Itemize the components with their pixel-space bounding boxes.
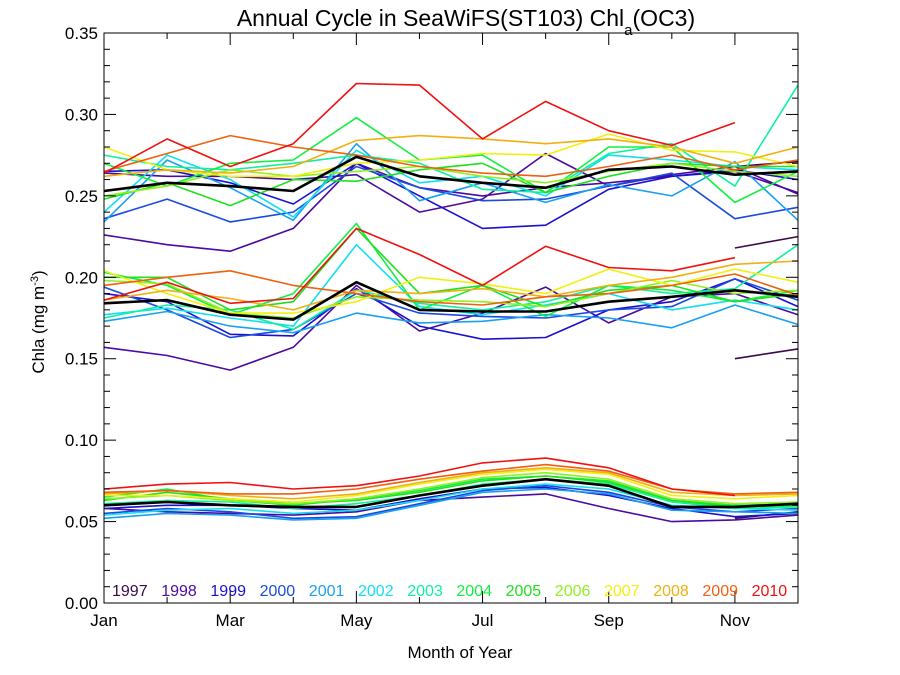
series-line-1997-2 — [734, 235, 799, 249]
legend-label-2002: 2002 — [358, 583, 394, 600]
legend-label-2005: 2005 — [506, 583, 542, 600]
series-line-2009-2 — [103, 269, 799, 306]
series-2007 — [103, 133, 799, 503]
series-line-2009-1 — [103, 134, 799, 178]
series-line-2000-1 — [103, 165, 799, 223]
series-line-1999-1 — [103, 162, 799, 230]
series-line-2008-2 — [103, 260, 799, 311]
series-2000 — [103, 165, 799, 520]
y-tick-label: 0.20 — [65, 268, 98, 287]
legend-label-2004: 2004 — [456, 583, 492, 600]
x-tick-label: Mar — [216, 611, 246, 630]
y-tick-label: 0.00 — [65, 594, 98, 613]
series-line-1999-2 — [103, 278, 799, 341]
series-1999 — [103, 162, 799, 518]
chart-title: Annual Cycle in SeaWiFS(ST103) Chla(OC3) — [237, 5, 695, 39]
series-line-mean-3 — [103, 477, 799, 509]
series-2008 — [103, 134, 799, 500]
legend: 1997 1998 1999 2000 2001 2002 2003 2004 2005 2006… — [112, 583, 787, 600]
y-axis-label: Chla (mg m-3) — [29, 270, 48, 373]
series-line-2000-2 — [103, 278, 799, 339]
plot-lines — [103, 82, 799, 523]
x-tick-label: May — [340, 611, 373, 630]
series-line-2001-3 — [103, 488, 799, 521]
x-tick-label: Nov — [720, 611, 751, 630]
y-tick-label: 0.05 — [65, 513, 98, 532]
series-line-2007-2 — [103, 268, 799, 314]
series-line-2007-1 — [103, 133, 799, 178]
series-line-2010-3 — [103, 457, 735, 497]
legend-label-1998: 1998 — [161, 583, 197, 600]
legend-label-1997: 1997 — [112, 583, 148, 600]
series-1997 — [734, 160, 799, 520]
series-line-2008-1 — [103, 134, 799, 178]
series-1998 — [103, 152, 799, 523]
legend-label-2006: 2006 — [555, 583, 591, 600]
series-2010 — [103, 82, 736, 497]
y-tick-label: 0.15 — [65, 350, 98, 369]
series-line-1997-3 — [734, 348, 799, 360]
y-tick-label: 0.30 — [65, 105, 98, 124]
legend-label-2009: 2009 — [702, 583, 738, 600]
legend-label-2003: 2003 — [407, 583, 443, 600]
series-line-2001-2 — [103, 304, 799, 334]
x-axis-label: Month of Year — [408, 643, 513, 662]
legend-label-1999: 1999 — [210, 583, 246, 600]
series-line-2005-1 — [103, 162, 798, 207]
y-tick-label: 0.35 — [65, 24, 98, 43]
series-line-mean-1 — [103, 155, 799, 193]
y-tick-label: 0.25 — [65, 187, 98, 206]
y-tick-label: 0.10 — [65, 431, 98, 450]
series-2005 — [103, 162, 799, 508]
x-tick-label: Jan — [90, 611, 117, 630]
legend-label-2007: 2007 — [604, 583, 640, 600]
axis-ticks: 0.00 0.05 0.10 0.15 0.20 0.25 0.30 0.35 Jan Mar Ma… — [65, 24, 798, 630]
series-mean — [103, 155, 799, 509]
legend-label-2008: 2008 — [653, 583, 689, 600]
legend-label-2000: 2000 — [260, 583, 296, 600]
series-line-mean-2 — [103, 280, 799, 321]
series-line-2010-2 — [103, 227, 736, 305]
series-line-2008-3 — [103, 466, 799, 500]
x-tick-label: Jul — [472, 611, 494, 630]
series-line-2006-3 — [103, 471, 799, 505]
legend-label-2010: 2010 — [752, 583, 788, 600]
x-tick-label: Sep — [594, 611, 624, 630]
plot-frame — [103, 32, 799, 604]
series-line-2005-2 — [104, 227, 799, 311]
series-line-2007-3 — [104, 468, 799, 503]
series-2001 — [103, 142, 799, 521]
series-line-2003-2 — [103, 244, 799, 331]
legend-label-2001: 2001 — [309, 583, 345, 600]
series-line-2001-1 — [103, 142, 799, 223]
series-line-2010-1 — [103, 82, 736, 174]
